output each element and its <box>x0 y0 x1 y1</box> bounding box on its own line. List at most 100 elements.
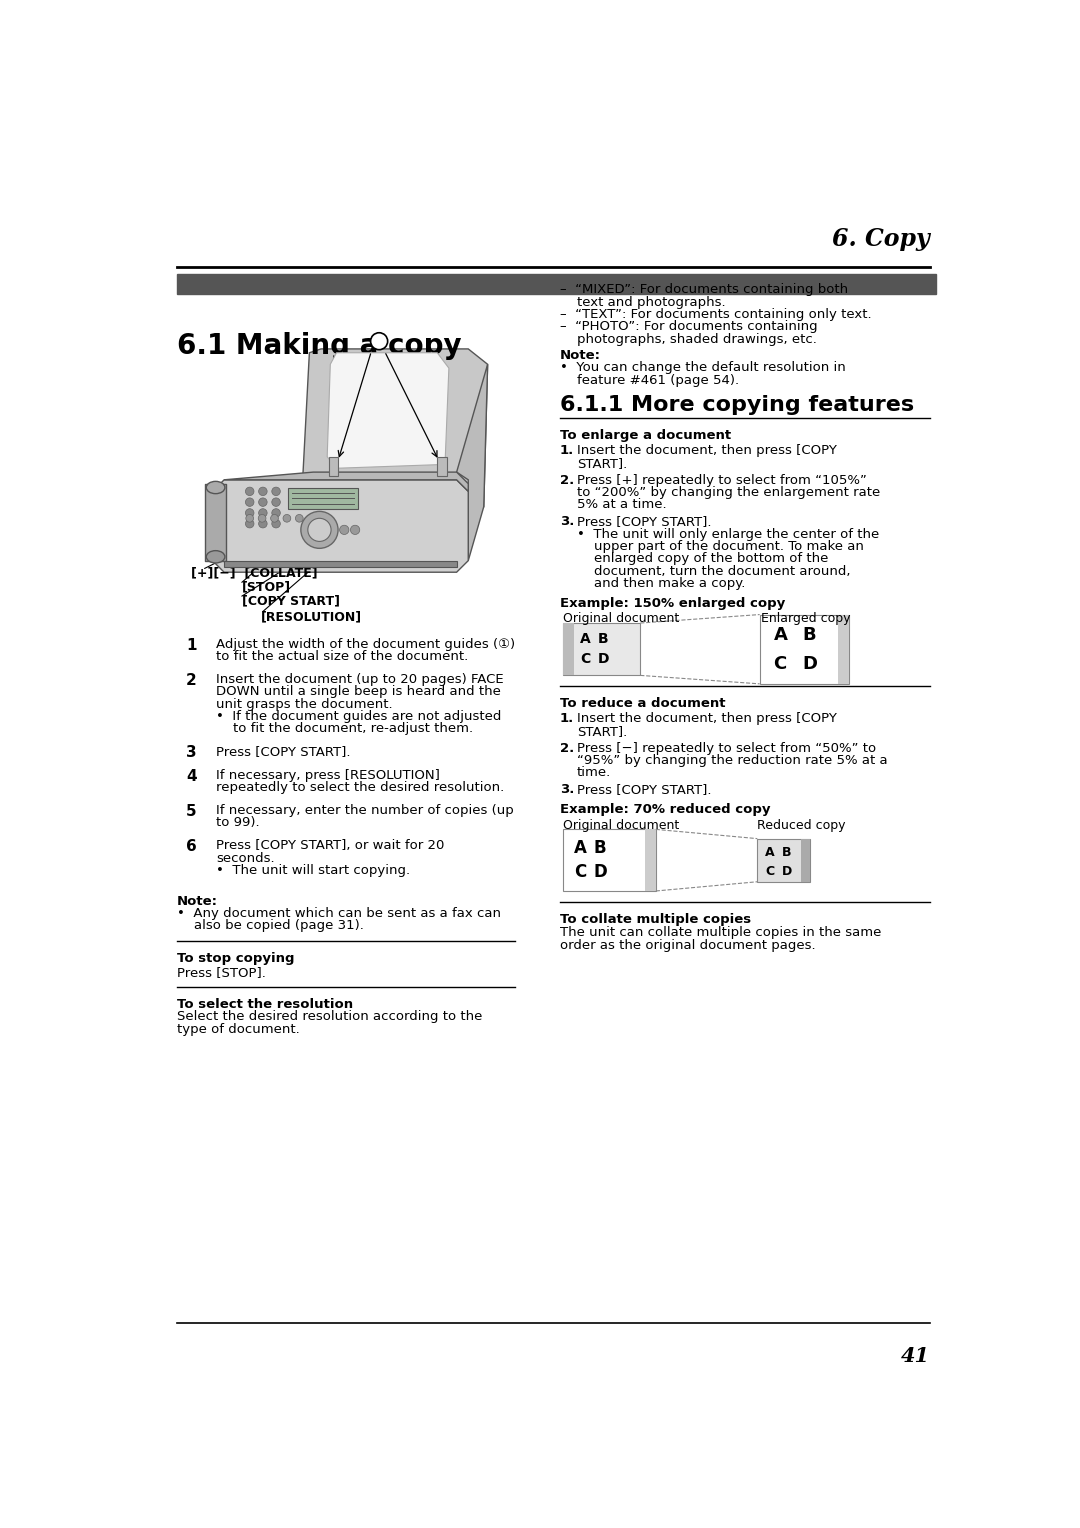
Text: Select the desired resolution according to the: Select the desired resolution according … <box>177 1010 483 1024</box>
Text: Press [COPY START].: Press [COPY START]. <box>216 746 351 758</box>
Bar <box>177 274 936 295</box>
Text: to fit the actual size of the document.: to fit the actual size of the document. <box>216 649 469 663</box>
Text: Adjust the width of the document guides (①): Adjust the width of the document guides … <box>216 637 515 651</box>
Text: –  “MIXED”: For documents containing both: – “MIXED”: For documents containing both <box>559 284 848 296</box>
Text: If necessary, enter the number of copies (up: If necessary, enter the number of copies… <box>216 804 514 817</box>
Text: –  “PHOTO”: For documents containing: – “PHOTO”: For documents containing <box>559 321 818 333</box>
Text: and then make a copy.: and then make a copy. <box>577 578 745 590</box>
Polygon shape <box>301 348 488 518</box>
Circle shape <box>258 498 267 506</box>
Text: Note:: Note: <box>559 348 600 362</box>
Text: 6: 6 <box>186 839 197 854</box>
Circle shape <box>350 526 360 535</box>
Text: 41: 41 <box>901 1346 930 1366</box>
Circle shape <box>245 498 254 506</box>
Text: 3.: 3. <box>559 515 575 529</box>
Text: Insert the document, then press [COPY: Insert the document, then press [COPY <box>577 712 837 726</box>
Text: to 99).: to 99). <box>216 816 260 830</box>
Circle shape <box>245 520 254 529</box>
Text: B: B <box>594 839 607 857</box>
Bar <box>838 614 849 685</box>
Polygon shape <box>457 364 488 561</box>
Bar <box>563 830 656 891</box>
Circle shape <box>272 509 281 516</box>
Bar <box>563 623 573 675</box>
Text: [COPY START]: [COPY START] <box>242 594 340 608</box>
Text: Press [COPY START], or wait for 20: Press [COPY START], or wait for 20 <box>216 839 445 853</box>
Text: order as the original document pages.: order as the original document pages. <box>559 938 815 952</box>
Text: 2.: 2. <box>559 474 573 486</box>
Text: D: D <box>782 865 793 877</box>
Text: Original document: Original document <box>563 613 679 625</box>
Circle shape <box>245 509 254 516</box>
Polygon shape <box>225 472 469 492</box>
Bar <box>800 839 810 882</box>
Text: 3: 3 <box>186 746 197 761</box>
Circle shape <box>245 487 254 495</box>
Circle shape <box>308 518 332 541</box>
Text: Press [STOP].: Press [STOP]. <box>177 966 266 978</box>
Text: Note:: Note: <box>177 895 218 908</box>
Text: to “200%” by changing the enlargement rate: to “200%” by changing the enlargement ra… <box>577 486 880 500</box>
Text: C: C <box>773 654 787 672</box>
Circle shape <box>258 520 267 529</box>
Ellipse shape <box>206 481 225 494</box>
Text: type of document.: type of document. <box>177 1022 299 1036</box>
Text: D: D <box>594 863 608 882</box>
Text: 1.: 1. <box>559 712 573 726</box>
Text: A: A <box>765 847 774 859</box>
Text: Press [COPY START].: Press [COPY START]. <box>577 515 712 529</box>
Text: Insert the document, then press [COPY: Insert the document, then press [COPY <box>577 445 837 457</box>
Text: –  “TEXT”: For documents containing only text.: – “TEXT”: For documents containing only … <box>559 309 872 321</box>
Circle shape <box>246 515 254 523</box>
Text: 1.: 1. <box>559 445 573 457</box>
Text: 1: 1 <box>186 637 197 652</box>
Text: “95%” by changing the reduction rate 5% at a: “95%” by changing the reduction rate 5% … <box>577 753 888 767</box>
Text: To enlarge a document: To enlarge a document <box>559 429 731 442</box>
Text: 2: 2 <box>186 672 197 688</box>
Text: C: C <box>580 652 590 666</box>
Text: D: D <box>802 654 818 672</box>
Text: [STOP]: [STOP] <box>242 581 292 594</box>
Circle shape <box>272 498 281 506</box>
Text: 3.: 3. <box>559 784 575 796</box>
Text: Example: 70% reduced copy: Example: 70% reduced copy <box>559 804 770 816</box>
Text: text and photographs.: text and photographs. <box>559 296 726 309</box>
Bar <box>288 487 359 509</box>
Circle shape <box>301 512 338 549</box>
Bar <box>328 457 338 475</box>
Bar <box>225 561 457 567</box>
Text: •  Any document which can be sent as a fax can: • Any document which can be sent as a fa… <box>177 908 501 920</box>
Text: document, turn the document around,: document, turn the document around, <box>577 564 850 578</box>
Text: DOWN until a single beep is heard and the: DOWN until a single beep is heard and th… <box>216 686 501 698</box>
Text: •  You can change the default resolution in: • You can change the default resolution … <box>559 361 846 374</box>
Text: To select the resolution: To select the resolution <box>177 998 353 1012</box>
Text: 5: 5 <box>186 804 197 819</box>
Text: B: B <box>597 633 608 646</box>
Circle shape <box>339 526 349 535</box>
Text: 6. Copy: 6. Copy <box>833 228 930 251</box>
Ellipse shape <box>206 550 225 562</box>
Text: B: B <box>782 847 792 859</box>
Text: START].: START]. <box>577 457 627 469</box>
Text: Press [+] repeatedly to select from “105%”: Press [+] repeatedly to select from “105… <box>577 474 866 486</box>
Text: A: A <box>773 626 787 645</box>
Bar <box>757 839 810 882</box>
Text: photographs, shaded drawings, etc.: photographs, shaded drawings, etc. <box>559 333 816 345</box>
Text: [RESOLUTION]: [RESOLUTION] <box>261 610 363 623</box>
Text: C: C <box>573 863 586 882</box>
Text: Reduced copy: Reduced copy <box>757 819 846 831</box>
Text: 6.1 Making a copy: 6.1 Making a copy <box>177 332 461 361</box>
Text: •  The unit will start copying.: • The unit will start copying. <box>216 863 410 877</box>
Text: repeatedly to select the desired resolution.: repeatedly to select the desired resolut… <box>216 781 504 795</box>
Text: 1: 1 <box>375 336 383 347</box>
Text: The unit can collate multiple copies in the same: The unit can collate multiple copies in … <box>559 926 881 940</box>
Text: 5% at a time.: 5% at a time. <box>577 498 666 512</box>
Bar <box>645 830 656 891</box>
Circle shape <box>258 487 267 495</box>
Text: unit grasps the document.: unit grasps the document. <box>216 698 393 711</box>
Circle shape <box>272 520 281 529</box>
Text: feature #461 (page 54).: feature #461 (page 54). <box>559 373 739 387</box>
Polygon shape <box>213 480 469 571</box>
Text: B: B <box>802 626 815 645</box>
